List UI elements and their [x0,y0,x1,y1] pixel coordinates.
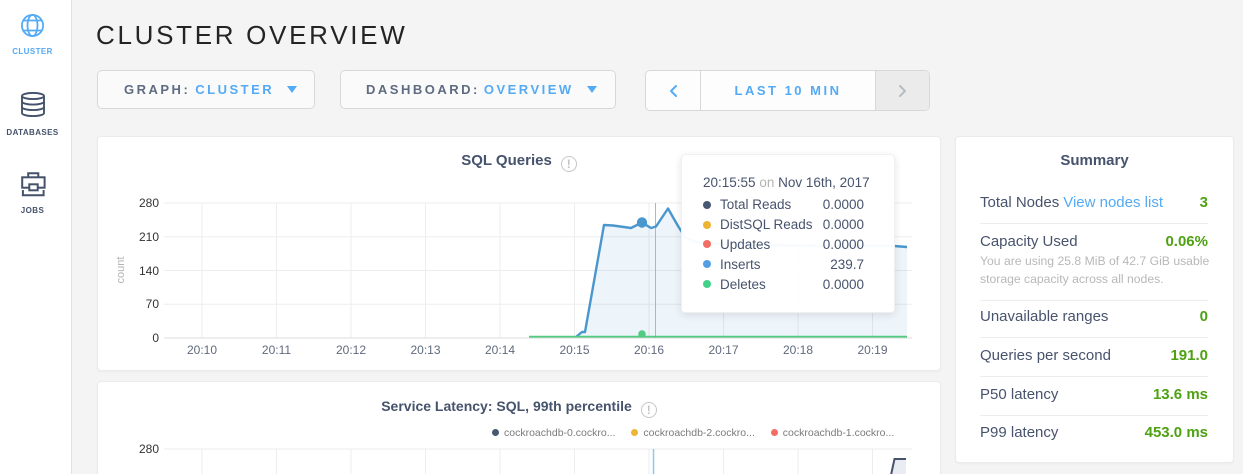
svg-text:20:13: 20:13 [410,343,440,357]
svg-text:20:16: 20:16 [634,343,664,357]
svg-text:20:14: 20:14 [485,343,515,357]
svg-text:20:11: 20:11 [262,343,291,357]
svg-text:20:17: 20:17 [708,343,738,357]
svg-text:20:10: 20:10 [187,343,217,357]
svg-text:280: 280 [139,196,159,210]
svg-text:20:12: 20:12 [336,343,366,357]
svg-text:20:18: 20:18 [783,343,813,357]
svg-text:140: 140 [139,264,159,278]
svg-text:count: count [115,257,127,284]
svg-text:210: 210 [139,230,159,244]
svg-text:70: 70 [146,297,160,311]
svg-text:0: 0 [152,331,159,345]
svg-text:280: 280 [139,442,159,456]
svg-text:20:19: 20:19 [857,343,887,357]
svg-text:20:15: 20:15 [559,343,589,357]
